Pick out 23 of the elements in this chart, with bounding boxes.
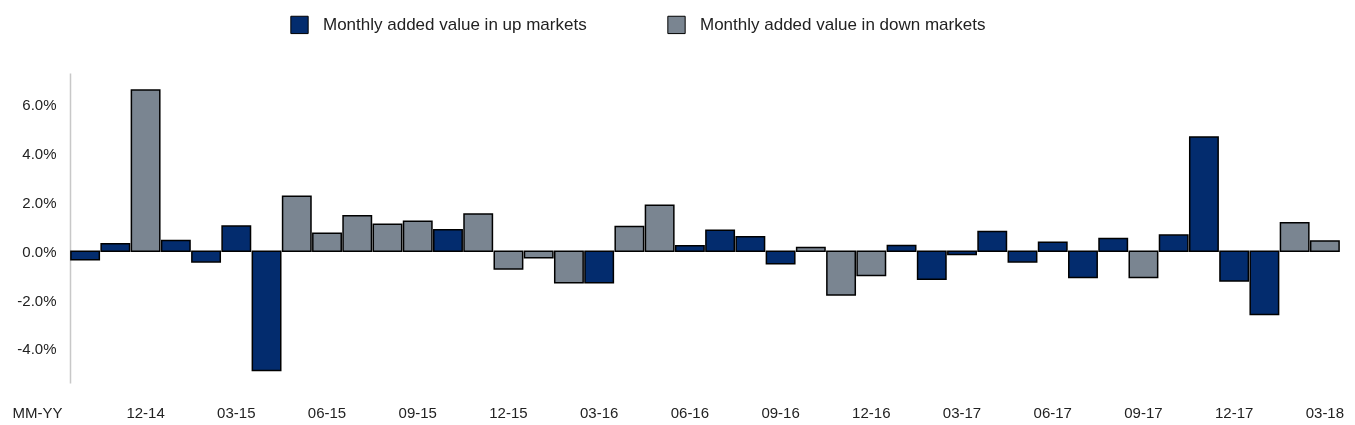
y-tick-label: -2.0% [17,291,57,309]
y-tick-label: -4.0% [17,340,57,358]
x-tick-label: 06-17 [1033,403,1072,421]
x-tick-label: 03-18 [1305,403,1345,421]
x-tick-label: 12-17 [1214,403,1254,421]
x-tick-label: 12-14 [126,403,165,421]
x-axis-title: MM-YY [12,403,63,421]
y-tick-label: 6.0% [22,96,57,114]
x-tick-label: 09-16 [761,403,800,421]
y-tick-label: 2.0% [22,193,57,211]
y-tick-label: 0.0% [22,242,57,260]
x-tick-label: 06-16 [670,403,710,421]
x-tick-label: 12-16 [852,403,891,421]
x-tick-label: 03-17 [942,403,982,421]
x-tick-label: 09-17 [1124,403,1163,421]
x-tick-label: 03-16 [579,403,619,421]
legend-label: Monthly added value in down markets [700,14,986,34]
x-tick-label: 09-15 [398,403,437,421]
x-tick-label: 03-15 [217,403,256,421]
y-tick-label: 4.0% [22,145,57,163]
x-tick-label: 06-15 [307,403,347,421]
x-tick-label: 12-15 [489,403,528,421]
legend-label: Monthly added value in up markets [323,14,587,34]
